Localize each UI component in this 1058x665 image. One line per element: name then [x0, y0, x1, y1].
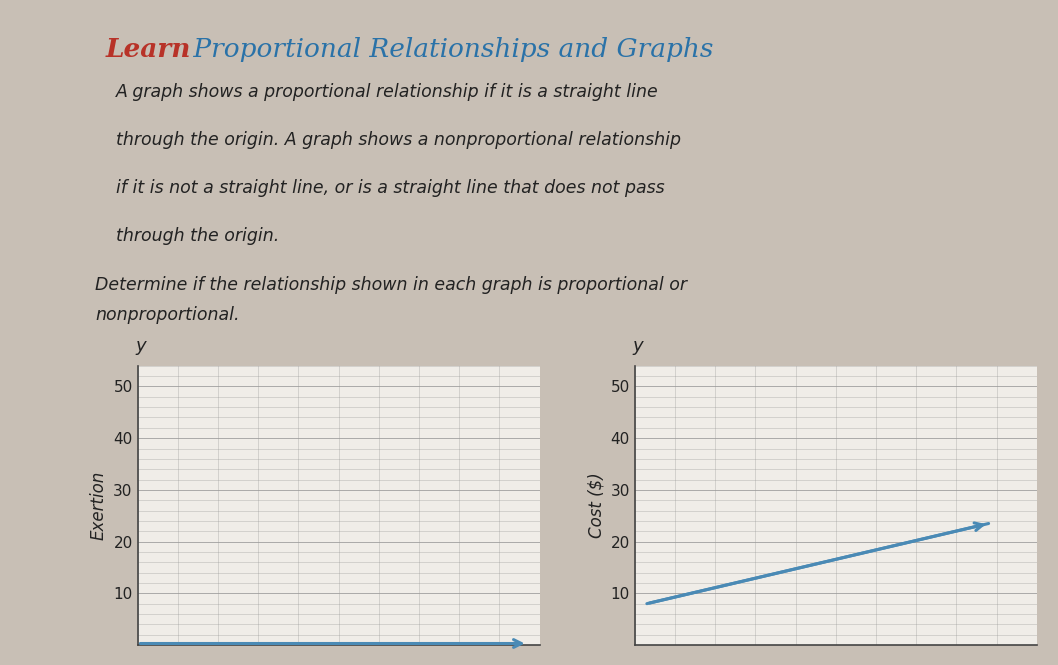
- Text: Proportional Relationships and Graphs: Proportional Relationships and Graphs: [185, 37, 713, 62]
- Y-axis label: Cost ($): Cost ($): [587, 473, 605, 538]
- Text: y: y: [135, 336, 146, 354]
- Text: through the origin. A graph shows a nonproportional relationship: through the origin. A graph shows a nonp…: [116, 131, 681, 149]
- Text: Learn: Learn: [106, 37, 191, 62]
- Text: Determine if the relationship shown in each graph is proportional or: Determine if the relationship shown in e…: [95, 276, 688, 294]
- Text: through the origin.: through the origin.: [116, 227, 279, 245]
- Y-axis label: Exertion: Exertion: [90, 471, 108, 540]
- Text: nonproportional.: nonproportional.: [95, 306, 240, 324]
- Text: if it is not a straight line, or is a straight line that does not pass: if it is not a straight line, or is a st…: [116, 179, 665, 197]
- Text: A graph shows a proportional relationship if it is a straight line: A graph shows a proportional relationshi…: [116, 83, 659, 101]
- Text: y: y: [633, 336, 643, 354]
